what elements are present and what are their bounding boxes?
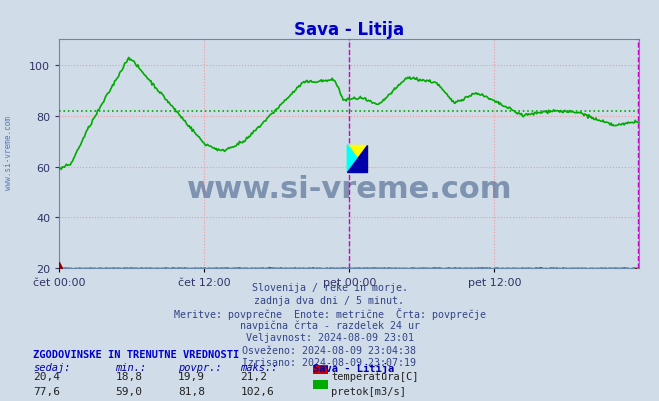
Text: www.si-vreme.com: www.si-vreme.com [186, 174, 512, 203]
Text: 81,8: 81,8 [178, 386, 205, 396]
Text: sedaj:: sedaj: [33, 362, 71, 372]
Text: pretok[m3/s]: pretok[m3/s] [331, 386, 407, 396]
Text: Slovenija / reke in morje.: Slovenija / reke in morje. [252, 283, 407, 293]
Text: www.si-vreme.com: www.si-vreme.com [4, 115, 13, 189]
Text: zadnja dva dni / 5 minut.: zadnja dva dni / 5 minut. [254, 295, 405, 305]
Text: Izrisano: 2024-08-09 23:07:19: Izrisano: 2024-08-09 23:07:19 [243, 357, 416, 367]
Title: Sava - Litija: Sava - Litija [294, 20, 405, 38]
Text: navpična črta - razdelek 24 ur: navpična črta - razdelek 24 ur [239, 320, 420, 330]
Text: temperatura[C]: temperatura[C] [331, 371, 419, 381]
Text: 18,8: 18,8 [115, 371, 142, 381]
Text: 77,6: 77,6 [33, 386, 60, 396]
Polygon shape [347, 145, 368, 173]
Text: 102,6: 102,6 [241, 386, 274, 396]
Text: Meritve: povprečne  Enote: metrične  Črta: povprečje: Meritve: povprečne Enote: metrične Črta:… [173, 308, 486, 320]
Text: povpr.:: povpr.: [178, 362, 221, 372]
Polygon shape [347, 145, 368, 173]
Bar [347, 145, 368, 173]
Text: ZGODOVINSKE IN TRENUTNE VREDNOSTI: ZGODOVINSKE IN TRENUTNE VREDNOSTI [33, 349, 239, 359]
Text: Sava - Litija: Sava - Litija [313, 362, 394, 373]
Text: 19,9: 19,9 [178, 371, 205, 381]
Text: 20,4: 20,4 [33, 371, 60, 381]
Text: maks.:: maks.: [241, 362, 278, 372]
Text: 21,2: 21,2 [241, 371, 268, 381]
Text: 59,0: 59,0 [115, 386, 142, 396]
Text: min.:: min.: [115, 362, 146, 372]
Text: Veljavnost: 2024-08-09 23:01: Veljavnost: 2024-08-09 23:01 [246, 332, 413, 342]
Text: Osveženo: 2024-08-09 23:04:38: Osveženo: 2024-08-09 23:04:38 [243, 345, 416, 355]
